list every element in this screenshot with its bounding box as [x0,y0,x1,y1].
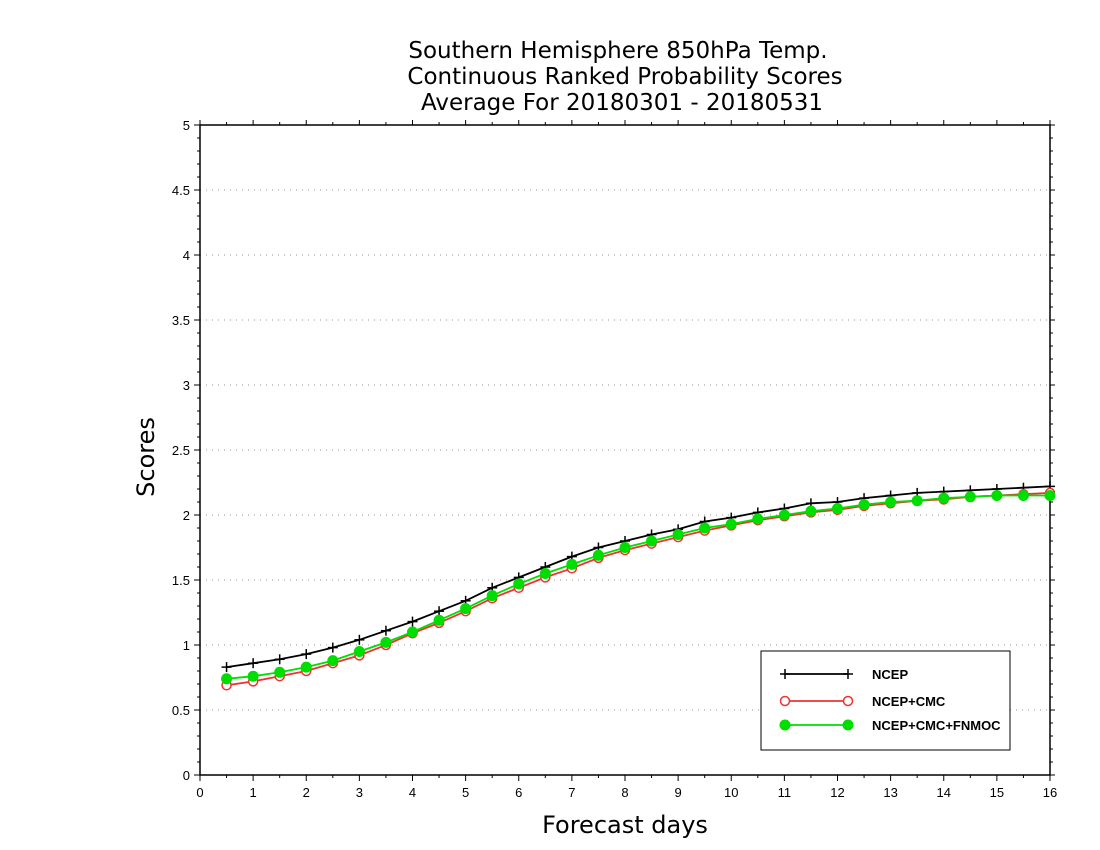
legend-marker-start-2 [779,719,791,731]
x-tick-label-5: 5 [462,785,469,800]
legend-label-1: NCEP+CMC [872,694,946,709]
x-tick-label-12: 12 [830,785,844,800]
data-point-s0-6 [380,625,391,636]
legend-label-2: NCEP+CMC+FNMOC [872,718,1001,733]
data-point-s0-0 [221,662,232,673]
axes [194,120,1055,781]
data-point-s0-4 [327,642,338,653]
data-point-s2-2 [274,666,286,678]
series-ncep-cmc-fnmoc [221,490,1056,685]
data-point-s2-24 [858,499,870,511]
data-point-s2-0 [221,673,233,685]
y-tick-label-1: 0.5 [172,703,190,718]
data-point-s0-1 [248,658,259,669]
x-tick-label-11: 11 [778,785,792,800]
data-point-s0-8 [434,606,445,617]
data-point-s2-5 [353,646,365,657]
data-point-s2-20 [752,513,764,525]
data-point-s2-13 [566,558,578,570]
data-point-s2-3 [300,661,312,673]
x-tick-label-4: 4 [409,785,416,800]
data-point-s2-11 [513,578,525,590]
legend-marker-start-1 [779,695,791,707]
y-tick-label-5: 2.5 [172,443,190,458]
grid [200,189,1050,711]
y-tick-label-3: 1.5 [172,573,190,588]
data-point-s2-29 [991,490,1003,501]
chart-title: Southern Hemisphere 850hPa Temp. Continu… [407,38,842,116]
data-point-s0-7 [407,616,418,627]
data-point-s0-5 [354,634,365,645]
x-tick-label-2: 2 [303,785,310,800]
data-point-s2-18 [699,522,711,534]
data-point-s2-26 [911,495,923,507]
x-tick-label-15: 15 [990,785,1004,800]
series-line-0 [226,485,1051,668]
data-point-s2-15 [619,542,631,553]
data-point-s0-2 [274,654,285,665]
data-point-s2-14 [592,549,604,561]
data-point-s2-31 [1044,490,1056,501]
data-point-s2-27 [938,492,950,504]
data-point-s2-16 [646,535,658,547]
y-tick-label-4: 2 [183,508,190,523]
data-point-s2-12 [539,568,551,579]
legend-marker-end-1 [842,695,854,707]
x-tick-label-1: 1 [250,785,257,800]
x-tick-label-14: 14 [937,785,951,800]
x-tick-labels: 0 1 2 3 4 5 6 7 8 9 10 11 12 13 14 15 16 [196,785,1057,800]
x-tick-label-6: 6 [515,785,522,800]
y-axis-label: Scores [132,417,160,497]
data-point-s2-19 [725,518,737,530]
data-point-s2-1 [247,670,259,682]
title-line-3: Average For 20180301 - 20180531 [421,90,823,116]
plot-series [221,481,1056,691]
x-tick-label-7: 7 [568,785,575,800]
data-point-s2-9 [460,603,472,615]
y-tick-label-9: 4.5 [172,183,190,198]
data-point-s2-22 [805,505,817,517]
y-tick-label-2: 1 [183,638,190,653]
x-tick-label-0: 0 [196,785,203,800]
data-point-s2-6 [380,636,392,648]
x-tick-label-13: 13 [883,785,897,800]
x-axis-label: Forecast days [542,811,708,839]
title-line-1: Southern Hemisphere 850hPa Temp. [408,38,827,64]
y-tick-label-6: 3 [183,378,190,393]
data-point-s2-8 [433,614,445,626]
data-point-s2-21 [778,509,790,521]
y-tick-labels: 0 0.5 1 1.5 2 2.5 3 3.5 4 4.5 5 [172,118,190,783]
title-line-2: Continuous Ranked Probability Scores [407,64,842,90]
data-point-s2-28 [964,491,976,503]
data-point-s2-30 [1017,490,1029,501]
series-ncep [221,481,1055,673]
legend-marker-start-0 [780,669,790,679]
data-point-s2-10 [486,590,498,602]
legend-marker-end-0 [843,669,853,679]
legend: NCEP NCEP+CMC NCEP+CMC+FNMOC [760,650,1011,751]
x-tick-label-3: 3 [356,785,363,800]
y-tick-label-10: 5 [183,118,190,133]
data-point-s2-23 [832,503,843,514]
legend-label-0: NCEP [872,667,908,682]
y-tick-label-0: 0 [183,768,190,783]
data-point-s0-3 [301,649,312,660]
y-tick-label-8: 4 [183,248,190,263]
data-point-s2-7 [407,626,418,638]
legend-marker-end-2 [842,719,854,731]
y-tick-label-7: 3.5 [172,313,190,328]
x-tick-label-8: 8 [621,785,628,800]
data-point-s2-4 [327,655,339,667]
data-point-s2-17 [672,529,684,540]
x-tick-label-16: 16 [1043,785,1057,800]
data-point-s2-25 [885,496,897,508]
x-tick-label-9: 9 [675,785,682,800]
x-tick-label-10: 10 [724,785,738,800]
